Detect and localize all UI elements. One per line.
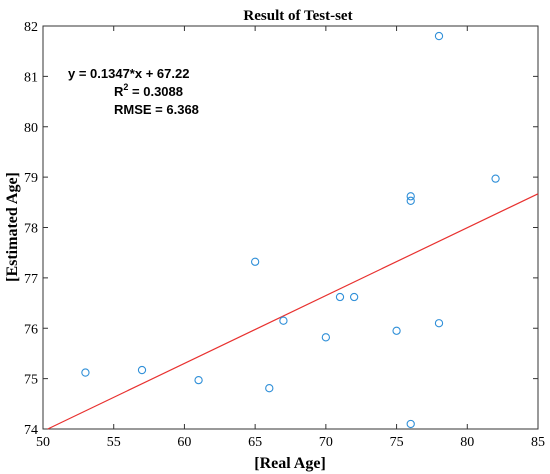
data-point [335, 292, 345, 302]
x-tick-label: 70 [319, 435, 333, 450]
fit-annotation: y = 0.1347*x + 67.22 R2 = 0.3088 RMSE = … [68, 66, 199, 117]
rmse-label: RMSE = 6.368 [114, 102, 199, 117]
y-tick-label: 78 [24, 222, 38, 237]
y-tick-label: 74 [24, 423, 38, 438]
data-point [349, 292, 359, 302]
y-tick-label: 77 [24, 272, 38, 287]
fit-line-layer [47, 193, 539, 430]
y-tick-label: 80 [24, 121, 38, 136]
x-tick-label: 75 [390, 435, 404, 450]
y-tick-label: 82 [24, 20, 38, 35]
data-point [194, 375, 203, 385]
data-point [279, 316, 288, 325]
x-tick-label: 60 [177, 435, 191, 450]
data-point [250, 257, 260, 266]
data-point [392, 326, 401, 335]
r2-value: = 0.3088 [128, 84, 183, 99]
y-axis: 74 75 76 77 78 79 80 81 82 [24, 20, 538, 438]
y-tick-label: 76 [24, 322, 38, 337]
data-point [434, 31, 444, 41]
regression-line [47, 193, 539, 430]
data-point [406, 192, 415, 201]
y-tick-label: 79 [24, 171, 38, 186]
x-tick-label: 85 [531, 435, 545, 450]
points-layer [81, 31, 500, 429]
x-axis: 50 55 60 65 70 75 80 85 [36, 26, 545, 450]
data-point [406, 196, 415, 205]
data-point [406, 419, 415, 429]
x-tick-label: 65 [248, 435, 262, 450]
x-tick-label: 80 [460, 435, 474, 450]
r-squared-label: R2 = 0.3088 [114, 82, 183, 99]
y-tick-label: 75 [24, 373, 38, 388]
data-point [321, 333, 331, 342]
data-point [265, 384, 274, 393]
y-axis-label: [Estimated Age] [4, 172, 21, 282]
x-tick-label: 55 [107, 435, 121, 450]
r2-superscript: 2 [123, 82, 128, 92]
x-axis-label: [Real Age] [254, 455, 326, 472]
data-point [81, 368, 90, 377]
x-tick-label: 50 [36, 435, 50, 450]
data-point [434, 319, 444, 328]
chart-title: Result of Test-set [243, 8, 352, 24]
data-point [491, 174, 500, 183]
equation-label: y = 0.1347*x + 67.22 [68, 66, 189, 81]
r2-letter: R [114, 84, 124, 99]
y-tick-label: 81 [24, 70, 38, 85]
data-point [137, 365, 147, 375]
